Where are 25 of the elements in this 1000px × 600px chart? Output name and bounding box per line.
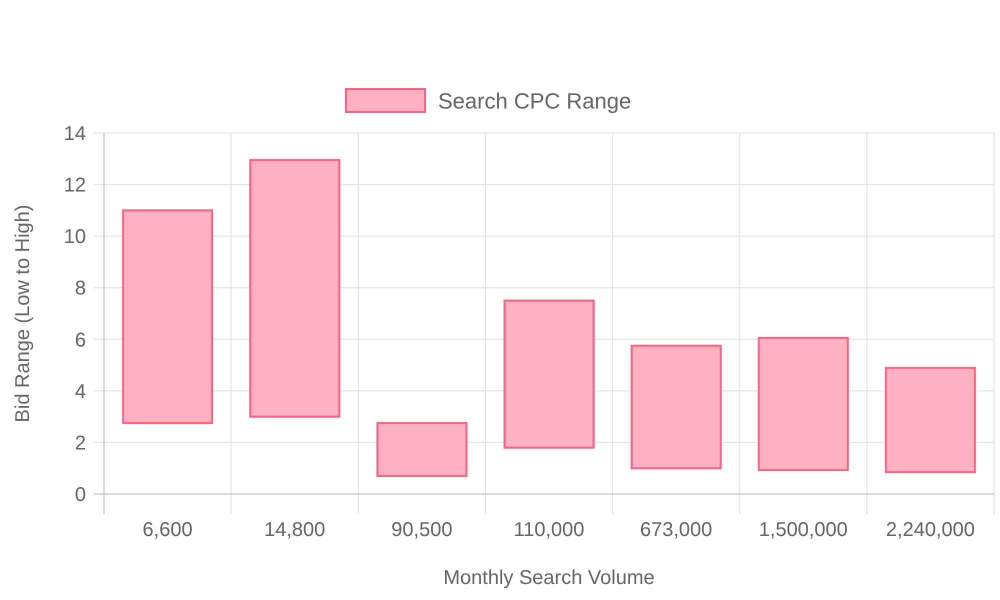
- y-axis-title: Bid Range (Low to High): [12, 204, 34, 422]
- bar: [376, 422, 468, 477]
- x-tick-label: 2,240,000: [886, 519, 975, 541]
- y-tick-label: 0: [74, 484, 86, 506]
- bar: [249, 159, 340, 418]
- bar: [504, 300, 594, 449]
- x-axis-title: Monthly Search Volume: [443, 567, 655, 589]
- x-tick-label: 1,500,000: [758, 519, 848, 541]
- x-tick-label: 110,000: [514, 519, 584, 541]
- bar: [884, 366, 976, 474]
- legend-label: Search CPC Range: [438, 88, 632, 114]
- bar: [630, 344, 722, 470]
- y-tick-label: 8: [74, 278, 86, 300]
- y-tick-label: 10: [64, 226, 86, 248]
- y-tick-label: 6: [74, 329, 86, 352]
- y-tick-label: 2: [74, 432, 86, 454]
- y-tick-label: 12: [64, 174, 86, 197]
- y-tick-label: 4: [74, 380, 86, 403]
- x-tick-label: 6,600: [142, 519, 193, 541]
- x-tick-label: 673,000: [640, 519, 712, 541]
- y-tick-label: 14: [64, 123, 86, 145]
- x-tick-label: 14,800: [264, 519, 326, 541]
- bar: [758, 336, 849, 472]
- x-tick-label: 90,500: [391, 519, 452, 541]
- bar: [122, 209, 214, 424]
